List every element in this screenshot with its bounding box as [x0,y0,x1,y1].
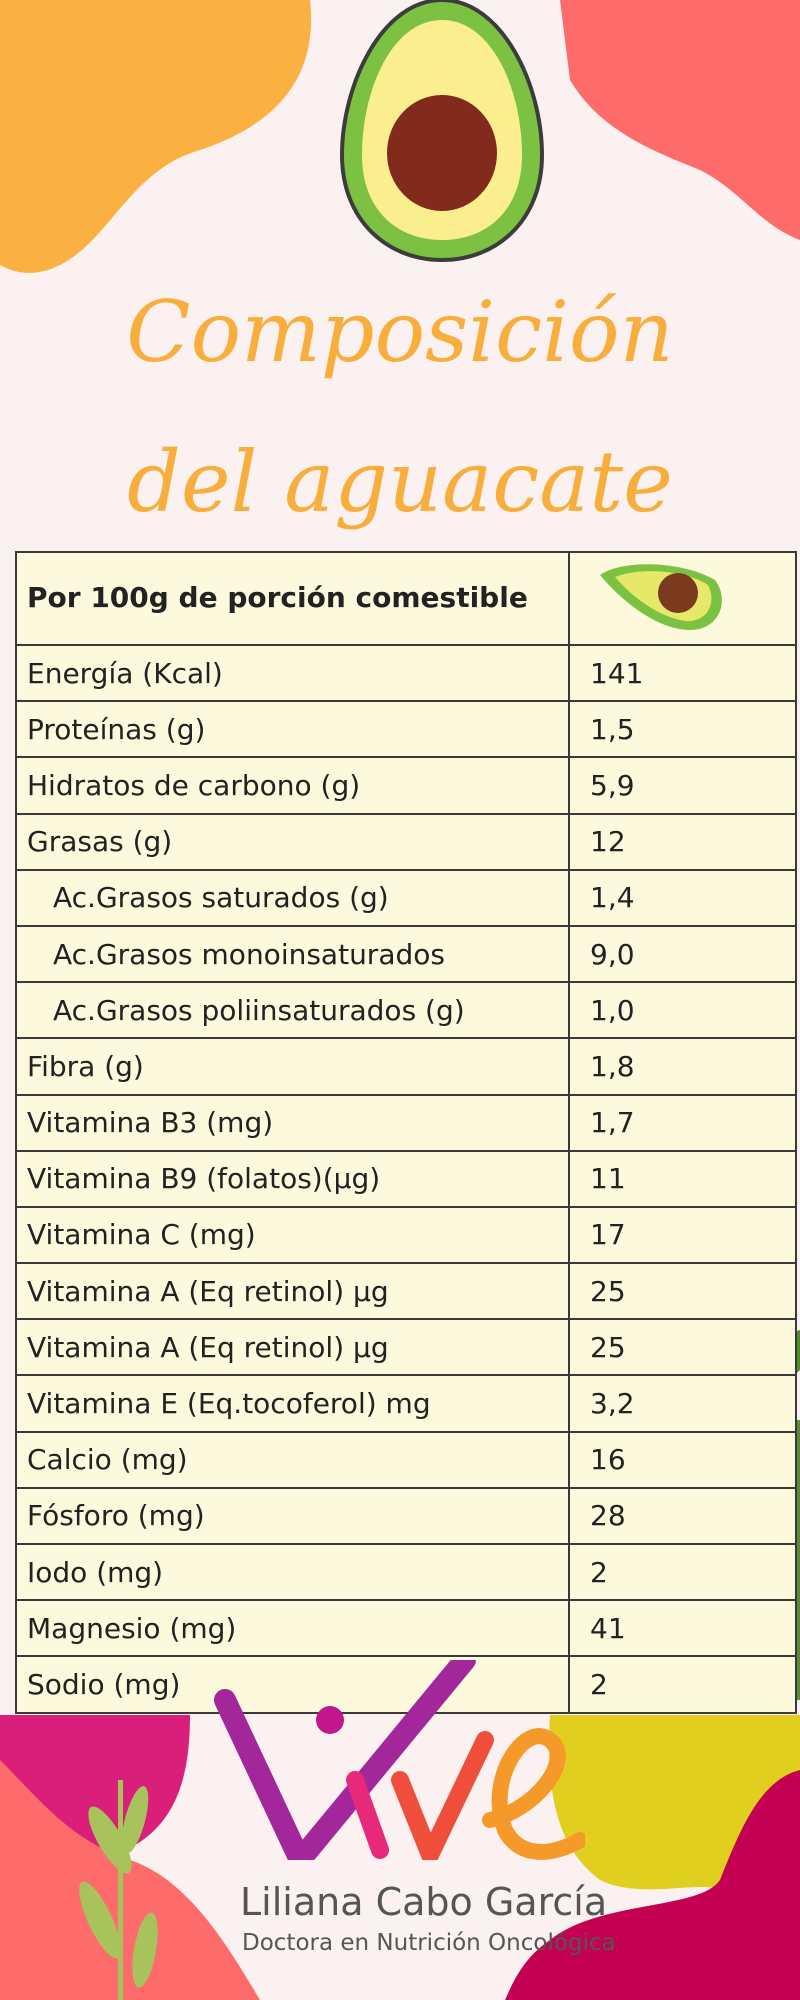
table-header-label: Por 100g de porción comestible [15,551,570,646]
table-row: Ac.Grasos monoinsaturados 9,0 [15,924,797,984]
nutrient-value: 1,8 [568,1037,797,1096]
nutrient-label: Fósforo (mg) [15,1486,570,1546]
title-line-2: del aguacate [127,433,673,531]
table-row: Vitamina A (Eq retinol) µg 25 [15,1262,797,1321]
nutrient-label: Vitamina B9 (folatos)(µg) [15,1149,570,1208]
title-line-1: Composición [126,283,674,381]
nutrient-value: 2 [568,1542,797,1602]
nutrient-label: Vitamina A (Eq retinol) µg [15,1262,570,1321]
nutrient-value: 41 [568,1599,797,1658]
nutrient-value: 1,7 [568,1093,797,1152]
table-row: Sodio (mg) 2 [15,1655,797,1714]
nutrient-value: 25 [568,1318,797,1377]
plant-decoration [79,1780,158,2000]
nutrient-label: Hidratos de carbono (g) [15,756,570,815]
table-row: Vitamina B3 (mg) 1,7 [15,1093,797,1152]
nutrient-value: 1,4 [568,868,797,927]
table-row: Grasas (g) 12 [15,812,797,871]
table-header-row: Por 100g de porción comestible [15,551,797,646]
nutrient-label: Calcio (mg) [15,1430,570,1489]
table-row: Ac.Grasos poliinsaturados (g) 1,0 [15,981,797,1040]
table-row: Proteínas (g) 1,5 [15,700,797,759]
table-row: Calcio (mg) 16 [15,1430,797,1489]
nutrient-value: 16 [568,1430,797,1489]
nutrient-label: Iodo (mg) [15,1542,570,1602]
table-row: Vitamina E (Eq.tocoferol) mg 3,2 [15,1374,797,1433]
nutrient-label: Ac.Grasos poliinsaturados (g) [15,981,570,1040]
nutrient-label: Grasas (g) [15,812,570,871]
nutrient-value: 2 [568,1655,797,1714]
nutrient-label: Vitamina B3 (mg) [15,1093,570,1152]
nutrient-value: 1,5 [568,700,797,759]
nutrient-value: 141 [568,643,797,703]
nutrient-value: 9,0 [568,924,797,984]
nutrition-table: Por 100g de porción comestible Energía (… [15,551,797,1714]
nutrient-label: Ac.Grasos saturados (g) [15,868,570,927]
table-row: Vitamina B9 (folatos)(µg) 11 [15,1149,797,1208]
nutrient-value: 25 [568,1262,797,1321]
nutrient-value: 12 [568,812,797,871]
nutrient-value: 28 [568,1486,797,1546]
nutrient-value: 5,9 [568,756,797,815]
nutrient-value: 3,2 [568,1374,797,1433]
avocado-illustration [339,0,545,263]
table-row: Magnesio (mg) 41 [15,1599,797,1658]
nutrient-label: Magnesio (mg) [15,1599,570,1658]
table-row: Vitamina C (mg) 17 [15,1205,797,1265]
nutrient-label: Vitamina A (Eq retinol) µg [15,1318,570,1377]
vive-logo [214,1660,585,1860]
nutrient-value: 11 [568,1149,797,1208]
table-row: Iodo (mg) 2 [15,1542,797,1602]
avocado-half-icon [568,551,797,646]
nutrient-value: 1,0 [568,981,797,1040]
table-row: Energía (Kcal) 141 [15,643,797,703]
author-name: Liliana Cabo García [240,1880,608,1924]
table-row: Vitamina A (Eq retinol) µg 25 [15,1318,797,1377]
table-row: Ac.Grasos saturados (g) 1,4 [15,868,797,927]
nutrient-label: Ac.Grasos monoinsaturados [15,924,570,984]
nutrient-label: Vitamina C (mg) [15,1205,570,1265]
nutrient-label: Energía (Kcal) [15,643,570,703]
table-row: Fibra (g) 1,8 [15,1037,797,1096]
table-row: Fósforo (mg) 28 [15,1486,797,1546]
nutrient-value: 17 [568,1205,797,1265]
nutrient-label: Fibra (g) [15,1037,570,1096]
author-subtitle: Doctora en Nutrición Oncológica [242,1930,616,1956]
nutrient-label: Sodio (mg) [15,1655,570,1714]
nutrient-label: Vitamina E (Eq.tocoferol) mg [15,1374,570,1433]
nutrient-label: Proteínas (g) [15,700,570,759]
table-row: Hidratos de carbono (g) 5,9 [15,756,797,815]
